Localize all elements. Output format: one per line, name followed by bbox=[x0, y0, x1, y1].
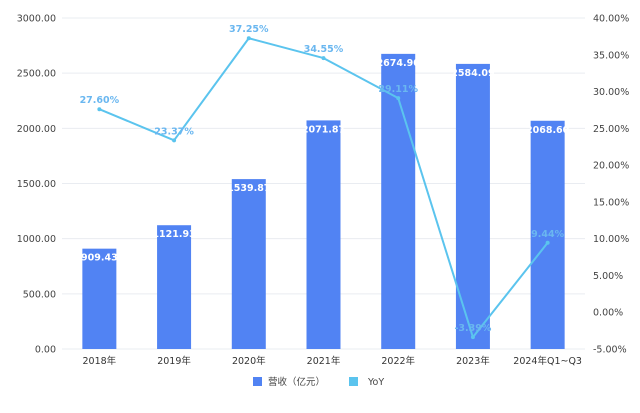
bar[interactable] bbox=[530, 120, 565, 349]
yoy-point[interactable] bbox=[172, 138, 177, 143]
y-left-tick-label: 2000.00 bbox=[17, 124, 56, 135]
yoy-data-label: 9.44% bbox=[531, 229, 564, 240]
y-right-tick-label: 20.00% bbox=[593, 161, 629, 172]
yoy-point[interactable] bbox=[246, 36, 251, 41]
bar-data-label: 2068.60 bbox=[526, 125, 570, 136]
y-left-tick-label: 500.00 bbox=[23, 289, 56, 300]
yoy-point[interactable] bbox=[321, 56, 326, 61]
x-tick-label: 2024年Q1~Q3 bbox=[513, 355, 582, 367]
bar[interactable] bbox=[157, 225, 192, 349]
bar-data-label: 2071.87 bbox=[302, 124, 345, 135]
yoy-point[interactable] bbox=[470, 335, 475, 340]
yoy-data-label: 34.55% bbox=[304, 44, 344, 55]
y-right-tick-label: 30.00% bbox=[593, 87, 629, 98]
bar[interactable] bbox=[231, 179, 266, 349]
y-right-tick-label: -5.00% bbox=[593, 345, 627, 356]
y-right-tick-label: 40.00% bbox=[593, 14, 629, 25]
bar-data-label: 909.43 bbox=[81, 253, 118, 264]
y-left-tick-label: 3000.00 bbox=[17, 14, 56, 25]
yoy-data-label: -3.39% bbox=[454, 323, 491, 334]
x-tick-label: 2022年 bbox=[381, 355, 415, 367]
yoy-point[interactable] bbox=[97, 107, 102, 112]
legend-swatch-line bbox=[349, 377, 358, 386]
y-right-tick-label: 10.00% bbox=[593, 234, 629, 245]
bar-data-label: 1539.87 bbox=[227, 183, 270, 194]
y-left-tick-label: 1500.00 bbox=[17, 179, 56, 190]
y-right-tick-label: 35.00% bbox=[593, 50, 629, 61]
y-left-tick-label: 2500.00 bbox=[17, 69, 56, 80]
bar-data-label: 2584.09 bbox=[451, 68, 494, 79]
yoy-data-label: 29.11% bbox=[378, 84, 418, 95]
bar[interactable] bbox=[306, 120, 341, 349]
bar[interactable] bbox=[381, 53, 416, 350]
y-left-tick-label: 0.00 bbox=[35, 345, 56, 356]
legend-label-line: YoY bbox=[367, 377, 384, 388]
bar-data-label: 1121.93 bbox=[152, 229, 195, 240]
bar[interactable] bbox=[455, 63, 490, 350]
y-right-tick-label: 25.00% bbox=[593, 124, 629, 135]
yoy-point[interactable] bbox=[545, 240, 550, 245]
yoy-data-label: 23.37% bbox=[154, 126, 194, 137]
bar-data-label: 2674.90 bbox=[377, 58, 421, 69]
bar[interactable] bbox=[82, 248, 117, 349]
legend-label-bar: 营收（亿元） bbox=[268, 376, 325, 388]
x-tick-label: 2021年 bbox=[307, 355, 341, 367]
x-tick-label: 2023年 bbox=[456, 355, 490, 367]
y-left-tick-label: 1000.00 bbox=[17, 234, 56, 245]
y-right-tick-label: 0.00% bbox=[593, 308, 623, 319]
y-right-tick-label: 15.00% bbox=[593, 197, 629, 208]
x-tick-label: 2019年 bbox=[157, 355, 191, 367]
legend-swatch-bar bbox=[253, 377, 262, 386]
x-tick-label: 2020年 bbox=[232, 355, 266, 367]
yoy-data-label: 37.25% bbox=[229, 24, 269, 35]
yoy-data-label: 27.60% bbox=[80, 95, 120, 106]
y-right-tick-label: 5.00% bbox=[593, 271, 623, 282]
yoy-point[interactable] bbox=[396, 96, 401, 101]
x-tick-label: 2018年 bbox=[83, 355, 117, 367]
